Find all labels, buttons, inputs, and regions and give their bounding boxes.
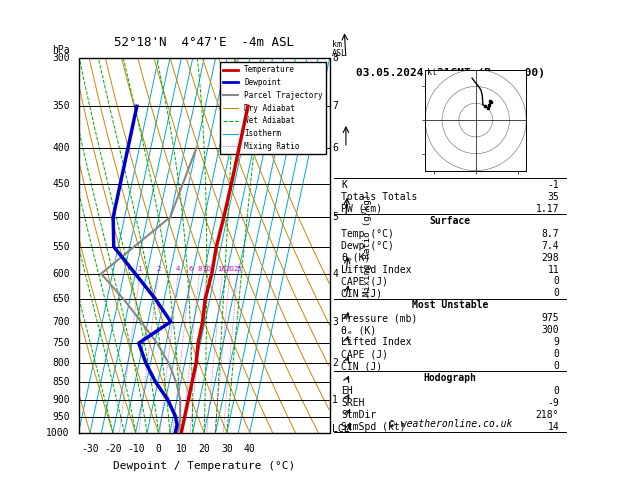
- Text: km: km: [332, 40, 342, 49]
- Text: 11: 11: [547, 264, 559, 275]
- Text: 03.05.2024  21GMT (Base: 00): 03.05.2024 21GMT (Base: 00): [356, 68, 545, 78]
- Legend: Temperature, Dewpoint, Parcel Trajectory, Dry Adiabat, Wet Adiabat, Isotherm, Mi: Temperature, Dewpoint, Parcel Trajectory…: [220, 62, 326, 154]
- Text: Totals Totals: Totals Totals: [342, 192, 418, 202]
- Text: 10: 10: [202, 266, 211, 272]
- Text: 0: 0: [554, 289, 559, 298]
- Text: Surface: Surface: [430, 216, 471, 226]
- Text: 20: 20: [225, 266, 235, 272]
- Text: 0: 0: [554, 386, 559, 396]
- Text: 450: 450: [52, 179, 70, 190]
- Text: 0: 0: [155, 444, 162, 454]
- Text: 16: 16: [218, 266, 226, 272]
- Text: 850: 850: [52, 377, 70, 387]
- Text: 1: 1: [138, 266, 142, 272]
- Text: -1: -1: [547, 180, 559, 190]
- Text: 6: 6: [188, 266, 192, 272]
- Text: CAPE (J): CAPE (J): [342, 277, 388, 286]
- Text: 8.7: 8.7: [542, 228, 559, 239]
- Text: StmSpd (kt): StmSpd (kt): [342, 422, 406, 432]
- Text: LCL: LCL: [332, 424, 350, 434]
- Text: 2: 2: [156, 266, 160, 272]
- Text: 5: 5: [332, 212, 338, 222]
- Text: -30: -30: [81, 444, 99, 454]
- Text: 0: 0: [554, 277, 559, 286]
- Text: K: K: [342, 180, 347, 190]
- Text: 1: 1: [332, 395, 338, 405]
- Text: PW (cm): PW (cm): [342, 204, 382, 214]
- Text: CAPE (J): CAPE (J): [342, 349, 388, 359]
- Text: 20: 20: [198, 444, 210, 454]
- Text: 700: 700: [52, 317, 70, 327]
- Text: 800: 800: [52, 358, 70, 368]
- Text: Hodograph: Hodograph: [424, 373, 477, 383]
- Text: Most Unstable: Most Unstable: [412, 300, 489, 311]
- Text: 8: 8: [332, 53, 338, 63]
- Text: 1.17: 1.17: [536, 204, 559, 214]
- Text: CIN (J): CIN (J): [342, 361, 382, 371]
- Text: 7.4: 7.4: [542, 241, 559, 251]
- Text: 9: 9: [554, 337, 559, 347]
- Text: CIN (J): CIN (J): [342, 289, 382, 298]
- Text: 25: 25: [233, 266, 242, 272]
- Text: Lifted Index: Lifted Index: [342, 337, 412, 347]
- Text: 7: 7: [332, 101, 338, 111]
- Text: Pressure (mb): Pressure (mb): [342, 313, 418, 323]
- Text: -10: -10: [127, 444, 145, 454]
- Text: 4: 4: [332, 269, 338, 279]
- Text: 2: 2: [332, 358, 338, 368]
- Text: Lifted Index: Lifted Index: [342, 264, 412, 275]
- Text: 0: 0: [554, 361, 559, 371]
- Text: 298: 298: [542, 253, 559, 262]
- Text: © weatheronline.co.uk: © weatheronline.co.uk: [389, 419, 512, 429]
- Text: 10: 10: [175, 444, 187, 454]
- Text: Mixing Ratio (g/kg): Mixing Ratio (g/kg): [363, 194, 372, 296]
- Text: -9: -9: [547, 398, 559, 408]
- Text: 600: 600: [52, 269, 70, 279]
- Text: 900: 900: [52, 395, 70, 405]
- Text: 550: 550: [52, 242, 70, 252]
- Text: 8: 8: [197, 266, 202, 272]
- Text: 30: 30: [221, 444, 233, 454]
- Text: 650: 650: [52, 294, 70, 304]
- Text: 4: 4: [176, 266, 181, 272]
- Text: hPa: hPa: [52, 45, 70, 54]
- Text: 40: 40: [244, 444, 255, 454]
- Text: 6: 6: [332, 143, 338, 153]
- Text: 300: 300: [52, 53, 70, 63]
- Text: θₑ(K): θₑ(K): [342, 253, 370, 262]
- Text: 300: 300: [542, 325, 559, 335]
- Text: 35: 35: [547, 192, 559, 202]
- Text: EH: EH: [342, 386, 353, 396]
- Text: 1000: 1000: [47, 428, 70, 437]
- Text: 0: 0: [554, 349, 559, 359]
- Text: -20: -20: [104, 444, 121, 454]
- Text: Dewpoint / Temperature (°C): Dewpoint / Temperature (°C): [113, 461, 295, 470]
- Text: 218°: 218°: [536, 410, 559, 420]
- Text: 500: 500: [52, 212, 70, 222]
- Text: 975: 975: [542, 313, 559, 323]
- Text: 400: 400: [52, 143, 70, 153]
- Text: 3: 3: [332, 317, 338, 327]
- Text: 52°18'N  4°47'E  -4m ASL: 52°18'N 4°47'E -4m ASL: [114, 36, 294, 49]
- Text: StmDir: StmDir: [342, 410, 377, 420]
- Text: 14: 14: [547, 422, 559, 432]
- Text: θₑ (K): θₑ (K): [342, 325, 377, 335]
- Text: SREH: SREH: [342, 398, 365, 408]
- Text: 750: 750: [52, 338, 70, 348]
- Text: Dewp (°C): Dewp (°C): [342, 241, 394, 251]
- Text: 950: 950: [52, 412, 70, 421]
- Text: 350: 350: [52, 101, 70, 111]
- Text: Temp (°C): Temp (°C): [342, 228, 394, 239]
- Text: ASL: ASL: [332, 49, 347, 58]
